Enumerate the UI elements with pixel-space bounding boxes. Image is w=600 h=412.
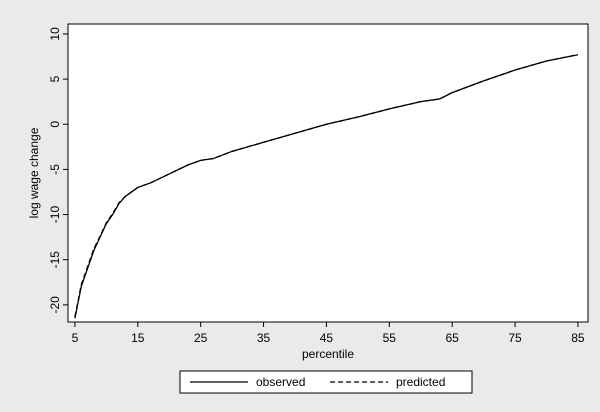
y-tick-label: -15: [48, 251, 62, 269]
x-tick-label: 85: [571, 331, 585, 345]
y-tick-label: 10: [48, 27, 62, 41]
x-tick-label: 55: [383, 331, 397, 345]
x-tick-label: 25: [194, 331, 208, 345]
y-tick-label: -10: [48, 206, 62, 224]
y-axis-label: log wage change: [27, 127, 41, 218]
x-tick-label: 5: [72, 331, 79, 345]
series-line: [74, 54, 579, 317]
x-tick-label: 15: [131, 331, 145, 345]
legend-label: predicted: [396, 375, 445, 389]
legend-box: [179, 370, 473, 394]
x-tick-label: 75: [508, 331, 522, 345]
y-tick-label: -5: [48, 164, 62, 175]
x-axis-label: percentile: [302, 347, 354, 361]
y-tick-label: -20: [48, 296, 62, 314]
y-tick-label: 0: [48, 121, 62, 128]
x-tick-label: 35: [257, 331, 271, 345]
y-tick-label: 5: [48, 75, 62, 82]
legend-label: observed: [256, 375, 305, 389]
x-tick-label: 45: [320, 331, 334, 345]
x-tick-label: 65: [446, 331, 460, 345]
plot-area: [67, 23, 589, 323]
